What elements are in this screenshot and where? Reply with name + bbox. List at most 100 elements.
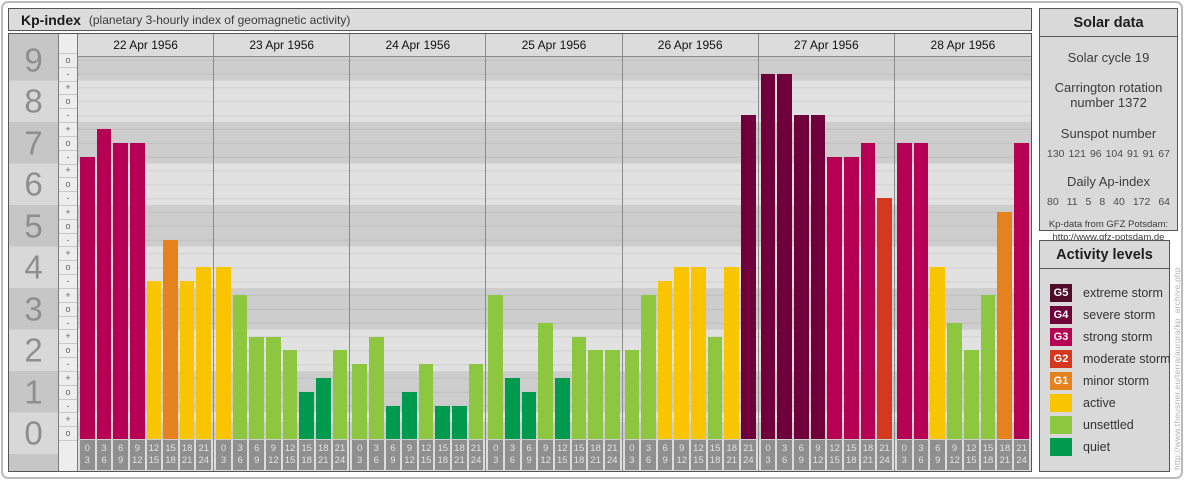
y-axis-marker: + <box>59 165 77 179</box>
g3-color-swatch: G3 <box>1050 328 1072 346</box>
ap-value: 5 <box>1085 196 1092 208</box>
ap-value: 40 <box>1113 196 1125 208</box>
interval-label: 9 12 <box>538 440 553 470</box>
y-axis-marker: + <box>59 123 77 137</box>
g5-color-swatch: G5 <box>1050 284 1072 302</box>
interval-label: 15 18 <box>980 440 996 470</box>
interval-label: 15 18 <box>299 440 314 470</box>
kp-bar <box>793 115 809 439</box>
ap-value: 64 <box>1158 196 1170 208</box>
kp-bar <box>777 73 792 439</box>
day-interval-labels: 0 3 3 6 6 9 9 12 12 15 15 18 18 21 21 24 <box>895 440 1031 470</box>
activity-levels-title: Activity levels <box>1040 241 1169 269</box>
page-title: Kp-index <box>21 11 81 28</box>
interval-label: 12 15 <box>418 440 434 470</box>
carrington-number-text: number 1372 <box>1070 95 1147 110</box>
legend-row: quiet <box>1040 436 1169 458</box>
kp-bar <box>435 405 451 439</box>
y-axis-marker: + <box>59 372 77 386</box>
interval-label: 12 15 <box>827 440 842 470</box>
kp-bar <box>418 364 434 439</box>
kp-bar <box>1014 142 1029 439</box>
interval-label: 12 15 <box>963 440 979 470</box>
kp-bar <box>724 267 740 439</box>
sunspot-value: 130 <box>1047 148 1065 160</box>
y-axis-marker: o <box>59 220 77 234</box>
day-column: 24 Apr 1956 0 3 3 6 6 9 9 12 12 15 15 18 18 21 21 24 <box>350 34 487 471</box>
day-column: 25 Apr 1956 0 3 3 6 6 9 9 12 12 15 15 18 18 21 21 24 <box>486 34 623 471</box>
kp-bar <box>554 378 570 439</box>
date-header: 25 Apr 1956 <box>486 34 622 57</box>
legend-row: G2 moderate storm <box>1040 348 1171 370</box>
interval-label: 9 12 <box>402 440 417 470</box>
interval-label: 18 21 <box>588 440 603 470</box>
y-axis-marker: o <box>59 261 77 276</box>
kp-bar <box>385 405 401 439</box>
interval-label: 9 12 <box>947 440 962 470</box>
interval-label: 21 24 <box>877 440 892 470</box>
kp-bar <box>163 239 178 439</box>
kp-bar <box>368 336 384 439</box>
kp-bar <box>299 391 314 439</box>
interval-label: 21 24 <box>468 440 484 470</box>
kp-bar <box>624 350 640 439</box>
data-credit-url: http://www.gfz-potsdam.de <box>1052 231 1165 243</box>
kp-bar <box>930 267 946 439</box>
watermark-url: http://www.theusner.eu/terra/aurora/kp_a… <box>1172 267 1182 470</box>
kp-bar <box>266 336 281 439</box>
kp-bar <box>997 212 1013 439</box>
y-axis-marker-column: o - + o - + o - + o - + o - + o - + o - + o - + o - + o <box>58 34 77 471</box>
day-column: 23 Apr 1956 0 3 3 6 6 9 9 12 12 15 15 18 18 21 21 24 <box>214 34 351 471</box>
day-interval-labels: 0 3 3 6 6 9 9 12 12 15 15 18 18 21 21 24 <box>623 440 758 470</box>
data-credit-line: Kp-data from GFZ Potsdam: <box>1048 219 1169 230</box>
interval-label: 12 15 <box>691 440 706 470</box>
kp-bar <box>352 364 367 439</box>
y-axis-marker: - <box>59 317 77 331</box>
legend-row: G4 severe storm <box>1040 304 1169 326</box>
kp-bar <box>146 281 162 439</box>
kp-bar <box>129 142 145 439</box>
date-header: 28 Apr 1956 <box>894 34 1031 57</box>
y-axis-marker: + <box>59 330 77 345</box>
kp-bar <box>282 350 298 439</box>
legend-label: unsettled <box>1083 418 1134 432</box>
day-column: 27 Apr 1956 0 3 3 6 6 9 9 12 12 15 15 18 18 21 21 24 <box>758 34 895 471</box>
solar-data-title: Solar data <box>1040 9 1177 37</box>
kp-bar <box>216 267 231 439</box>
legend-label: quiet <box>1083 440 1111 454</box>
ap-values-row: 80 11 5 8 40 172 64 <box>1040 196 1177 208</box>
y-axis-number: 1 <box>24 373 43 411</box>
interval-label: 18 21 <box>997 440 1013 470</box>
ap-value: 80 <box>1047 196 1059 208</box>
y-axis-marker: - <box>59 109 77 124</box>
y-axis-marker: - <box>59 192 77 206</box>
interval-label: 18 21 <box>179 440 195 470</box>
kp-bar <box>96 129 112 439</box>
ap-value: 172 <box>1132 196 1151 208</box>
y-axis-number: 6 <box>24 165 43 203</box>
day-interval-labels: 0 3 3 6 6 9 9 12 12 15 15 18 18 21 21 24 <box>214 440 349 470</box>
quiet-color-swatch <box>1050 438 1072 456</box>
y-axis-marker: o <box>59 427 77 442</box>
kp-bar <box>741 115 756 439</box>
kp-bar <box>843 156 859 439</box>
interval-label: 21 24 <box>332 440 348 470</box>
day-column: 22 Apr 1956 0 3 3 6 6 9 9 12 12 15 15 18 18 21 21 24 <box>78 34 215 471</box>
y-axis-marker: o <box>59 303 77 317</box>
legend-row: unsettled <box>1040 414 1169 436</box>
interval-label: 12 15 <box>554 440 570 470</box>
legend-row: active <box>1040 392 1169 414</box>
kp-bar <box>538 322 553 439</box>
y-axis-marker: - <box>59 68 77 82</box>
legend-row: G1 minor storm <box>1040 370 1169 392</box>
